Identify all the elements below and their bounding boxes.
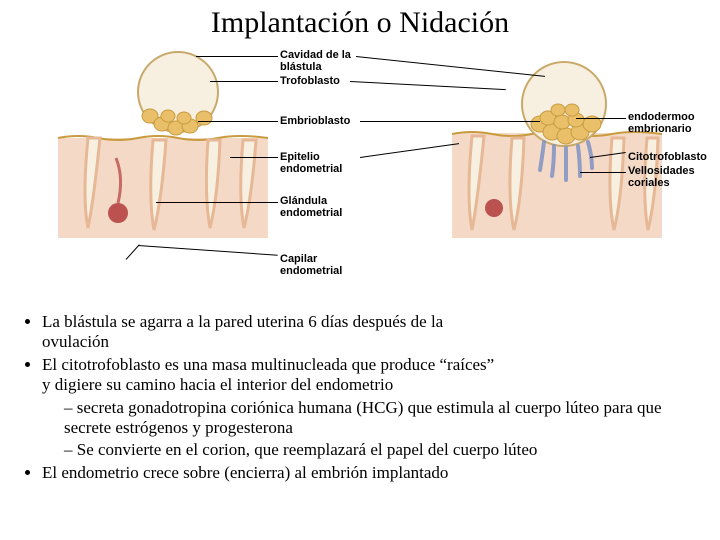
leader bbox=[126, 244, 140, 260]
leader bbox=[138, 245, 278, 256]
panel-right bbox=[452, 48, 662, 238]
leader bbox=[156, 202, 278, 203]
label-vellosidades: Vellosidades coriales bbox=[628, 166, 695, 189]
text: ovulación bbox=[42, 332, 109, 351]
sub-item: secreta gonadotropina coriónica humana (… bbox=[64, 398, 698, 439]
label-cavidad: Cavidad de la blástula bbox=[280, 50, 351, 73]
leader bbox=[580, 172, 626, 173]
leader bbox=[360, 121, 540, 122]
label-endodermo: endodermoo embrionario bbox=[628, 112, 695, 135]
text: El citotrofoblasto es una masa multinucl… bbox=[42, 355, 494, 374]
sub-item: Se convierte en el corion, que reemplaza… bbox=[64, 440, 698, 460]
label-capilar: Capilar endometrial bbox=[280, 254, 342, 277]
leader bbox=[230, 157, 278, 158]
label-epitelio: Epitelio endometrial bbox=[280, 152, 342, 175]
leader bbox=[360, 143, 459, 158]
list-item: El endometrio crece sobre (encierra) al … bbox=[42, 463, 698, 483]
list-item: La blástula se agarra a la pared uterina… bbox=[42, 312, 698, 353]
label-citotrofoblasto: Citotrofoblasto bbox=[628, 152, 707, 164]
panel-left bbox=[58, 48, 268, 238]
label-embrioblasto: Embrioblasto bbox=[280, 116, 350, 128]
leader bbox=[196, 56, 278, 57]
text: y digiere su camino hacia el interior de… bbox=[42, 375, 393, 394]
text: La blástula se agarra a la pared uterina… bbox=[42, 312, 443, 331]
label-trofoblasto: Trofoblasto bbox=[280, 76, 340, 88]
bullet-list: La blástula se agarra a la pared uterina… bbox=[0, 304, 720, 483]
leader bbox=[576, 118, 626, 119]
diagram-area: Cavidad de la blástula Trofoblasto Embri… bbox=[0, 44, 720, 304]
leader bbox=[198, 121, 278, 122]
list-item: El citotrofoblasto es una masa multinucl… bbox=[42, 355, 698, 461]
label-glandula: Glándula endometrial bbox=[280, 196, 342, 219]
page-title: Implantación o Nidación bbox=[0, 0, 720, 44]
leader bbox=[210, 81, 278, 82]
